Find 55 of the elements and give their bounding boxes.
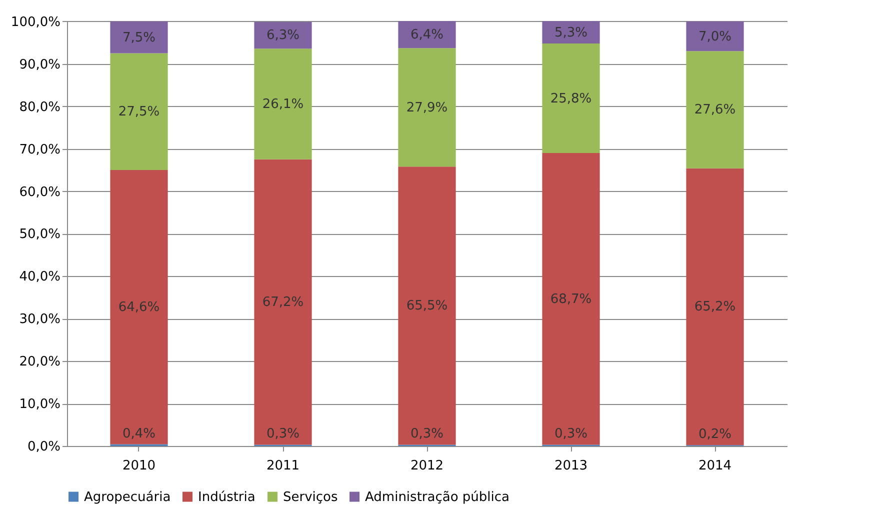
bar <box>398 21 456 48</box>
y-tick-label: 50,0% <box>19 227 60 242</box>
data-label: 27,9% <box>406 100 448 116</box>
y-tick-label: 20,0% <box>19 354 60 370</box>
y-tick-label: 90,0% <box>19 57 60 72</box>
bar <box>686 21 744 52</box>
data-label: 65,5% <box>406 298 448 314</box>
y-tick-label: 70,0% <box>19 142 60 158</box>
data-label: 6,4% <box>410 28 444 43</box>
bar <box>542 44 600 154</box>
y-tick-label: 0,0% <box>27 440 60 454</box>
x-tick-label: 2010 <box>122 458 156 474</box>
data-label: 0,3% <box>410 426 444 442</box>
legend-label: Indústria <box>198 490 256 505</box>
data-label: 0,3% <box>554 426 588 442</box>
data-label: 68,7% <box>550 292 592 307</box>
data-label: 6,3% <box>266 28 300 44</box>
legend-label: Agropecuária <box>84 490 171 505</box>
data-label: 0,2% <box>698 427 732 442</box>
data-label: 7,5% <box>122 30 156 46</box>
data-label: 67,2% <box>262 295 304 310</box>
legend-label: Administração pública <box>365 490 510 505</box>
y-tick-label: 40,0% <box>19 270 60 285</box>
data-label: 65,2% <box>694 300 736 315</box>
x-tick-label: 2012 <box>410 458 444 474</box>
bar <box>110 21 168 54</box>
bar <box>110 53 168 170</box>
data-label: 0,3% <box>266 426 300 442</box>
bar <box>398 48 456 167</box>
y-tick-label: 30,0% <box>19 312 60 328</box>
bar <box>398 166 456 445</box>
y-tick-label: 100,0% <box>10 14 60 30</box>
bar <box>110 170 168 444</box>
bar <box>542 21 600 44</box>
legend-label: Serviços <box>283 490 338 505</box>
data-label: 25,8% <box>550 91 592 106</box>
data-label: 0,4% <box>122 426 156 442</box>
x-tick-label: 2011 <box>266 458 300 474</box>
bar <box>542 153 600 445</box>
x-tick-label: 2013 <box>554 458 588 474</box>
data-label: 27,6% <box>694 102 736 118</box>
bar <box>686 168 744 446</box>
bar <box>686 51 744 168</box>
bar <box>254 48 312 160</box>
data-label: 26,1% <box>262 97 304 112</box>
data-label: 5,3% <box>554 25 588 40</box>
data-label: 27,5% <box>118 104 160 120</box>
y-tick-label: 60,0% <box>19 184 60 200</box>
bar <box>254 22 312 49</box>
bar <box>254 159 312 445</box>
y-tick-label: 80,0% <box>19 100 60 115</box>
data-label: 7,0% <box>698 29 732 44</box>
y-tick-label: 10,0% <box>19 397 60 412</box>
x-tick-label: 2014 <box>698 458 732 474</box>
data-label: 64,6% <box>118 300 160 316</box>
